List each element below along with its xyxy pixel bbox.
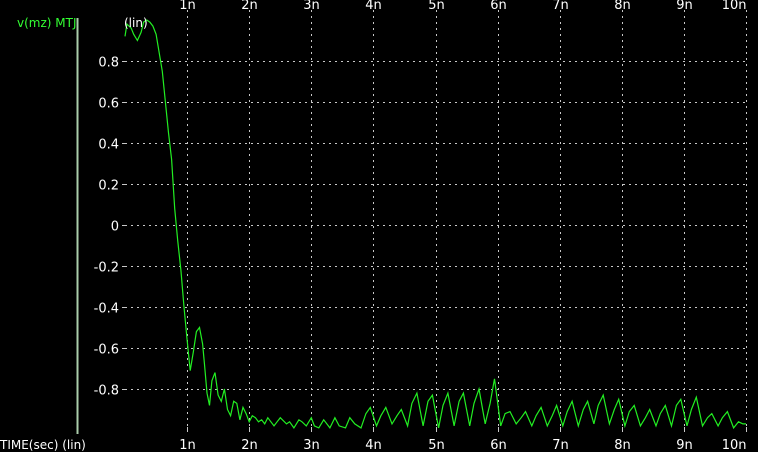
y-tick-label: -0.2	[94, 261, 119, 276]
x-tick-label-top: 10n	[722, 0, 747, 13]
x-tick-label-bottom: 2n	[241, 438, 258, 452]
x-tick-label-top: 3n	[303, 0, 320, 13]
x-tick-label-bottom: 10n	[722, 438, 747, 452]
x-tick-label-bottom: 8n	[614, 438, 631, 452]
y-tick-label: -0.6	[94, 343, 119, 358]
x-tick-label-bottom: 9n	[676, 438, 693, 452]
x-axis-title: TIME(sec) (lin)	[0, 438, 86, 452]
x-tick-label-bottom: 1n	[179, 438, 196, 452]
y-axis-ticks: 0.8 0.6 0.4 0.2 0 -0.2 -0.4 -0.6 -0.8	[94, 56, 127, 399]
x-axis-ticks: 1n 1n 2n 2n 3n 3n 4n 4n 5n 5n 6n 6n 7n 7n 8n 8n 9n 9n 10n 1…	[179, 0, 747, 452]
x-tick-label-top: 1n	[179, 0, 196, 13]
grid-lines	[125, 10, 747, 432]
y-tick-label: 0.8	[98, 56, 119, 71]
y-tick-label: 0.2	[98, 179, 119, 194]
y-scale-label: (lin)	[124, 16, 148, 30]
x-tick-label-top: 7n	[552, 0, 569, 13]
x-tick-label-bottom: 7n	[552, 438, 569, 452]
x-tick-label-top: 5n	[428, 0, 445, 13]
y-tick-label: -0.8	[94, 384, 119, 399]
y-tick-label: -0.4	[94, 302, 119, 317]
x-tick-label-top: 4n	[365, 0, 382, 13]
x-tick-label-bottom: 6n	[490, 438, 507, 452]
x-tick-label-top: 9n	[676, 0, 693, 13]
x-tick-label-top: 8n	[614, 0, 631, 13]
x-tick-label-bottom: 3n	[303, 438, 320, 452]
legend-series-label[interactable]: v(mz) MTJ	[17, 16, 77, 30]
y-tick-label: 0.4	[98, 138, 119, 153]
x-tick-label-top: 2n	[241, 0, 258, 13]
y-tick-label: 0	[111, 220, 119, 235]
y-tick-label: 0.6	[98, 97, 119, 112]
series-line-v-mz-mtj	[124, 19, 746, 430]
x-tick-label-bottom: 4n	[365, 438, 382, 452]
x-tick-label-top: 6n	[490, 0, 507, 13]
x-tick-label-bottom: 5n	[428, 438, 445, 452]
